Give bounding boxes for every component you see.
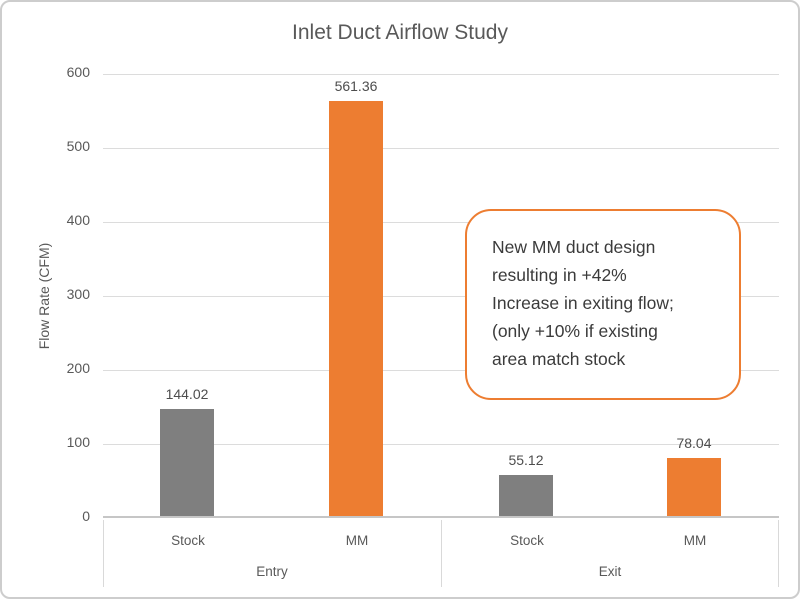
y-tick-600: 600 — [66, 64, 90, 80]
data-label-entry-mm: 561.36 — [334, 77, 378, 94]
x-label-entry-stock: Stock — [171, 533, 205, 548]
annotation-line: area match stock — [492, 349, 626, 369]
gridline-400 — [103, 222, 779, 223]
group-label-entry: Entry — [256, 564, 288, 579]
chart-title: Inlet Duct Airflow Study — [292, 21, 508, 44]
y-tick-500: 500 — [66, 138, 90, 154]
x-label-exit-stock: Stock — [510, 533, 544, 548]
data-label-entry-stock: 144.02 — [165, 386, 209, 403]
bar-entry-stock — [160, 409, 214, 516]
y-tick-300: 300 — [66, 286, 90, 302]
bar-entry-mm — [329, 100, 383, 516]
gridline-300 — [103, 296, 779, 297]
data-label-exit-stock: 55.12 — [508, 452, 544, 469]
group-label-exit: Exit — [598, 564, 622, 579]
gridline-200 — [103, 370, 779, 371]
bar-exit-mm — [667, 458, 721, 516]
annotation-line: (only +10% if existing — [492, 321, 658, 341]
annotation-line: resulting in +42% — [492, 265, 627, 285]
annotation-line: New MM duct design — [492, 237, 656, 257]
plot-area: 144.02 561.36 55.12 78.04 — [103, 74, 779, 518]
category-group-divider — [441, 520, 442, 587]
x-label-exit-mm: MM — [683, 533, 707, 548]
category-axis-box: Stock MM Stock MM Entry Exit — [103, 520, 779, 587]
data-label-exit-mm: 78.04 — [676, 435, 712, 452]
gridline-100 — [103, 444, 779, 445]
gridline-500 — [103, 148, 779, 149]
bar-exit-stock — [499, 475, 553, 516]
y-tick-200: 200 — [66, 360, 90, 376]
annotation-line: Increase in exiting flow; — [492, 293, 674, 313]
y-tick-0: 0 — [82, 508, 90, 524]
y-tick-400: 400 — [66, 212, 90, 228]
x-label-entry-mm: MM — [345, 533, 369, 548]
annotation-callout: New MM duct design resulting in +42% Inc… — [465, 209, 741, 400]
y-tick-100: 100 — [66, 434, 90, 450]
gridline-600 — [103, 74, 779, 75]
